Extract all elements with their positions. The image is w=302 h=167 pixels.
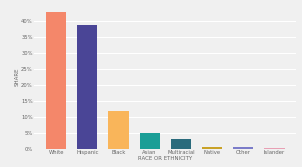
- Bar: [140, 133, 160, 149]
- Bar: [233, 147, 253, 149]
- Bar: [171, 139, 191, 149]
- X-axis label: RACE OR ETHNICITY: RACE OR ETHNICITY: [138, 156, 192, 161]
- Bar: [108, 111, 129, 149]
- Bar: [46, 12, 66, 149]
- Bar: [202, 147, 222, 149]
- Bar: [264, 148, 284, 149]
- Bar: [77, 25, 98, 149]
- Y-axis label: SHARE: SHARE: [14, 68, 20, 86]
